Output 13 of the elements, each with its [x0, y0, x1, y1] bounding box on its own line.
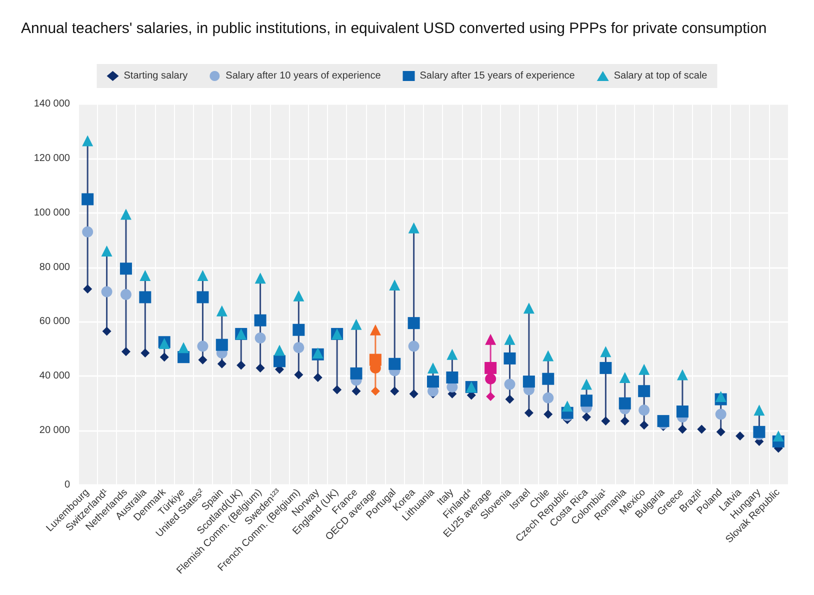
chart-title: Annual teachers' salaries, in public institutions, in equivalent USD converted using PPPs for private consumption — [21, 20, 767, 37]
legend-label: Starting salary — [124, 70, 188, 82]
legend-label: Salary after 10 years of experience — [226, 70, 382, 82]
y-tick-label: 20 000 — [39, 425, 70, 436]
y-tick-label: 100 000 — [34, 207, 70, 218]
y-tick-label: 80 000 — [39, 262, 70, 273]
y-tick-label: 0 — [64, 480, 70, 490]
y-tick-label: 140 000 — [34, 98, 70, 110]
y-tick-label: 40 000 — [39, 370, 70, 382]
y-tick-label: 120 000 — [34, 152, 70, 164]
legend-label: Salary at top of scale — [614, 70, 708, 82]
y-tick-label: 60 000 — [39, 316, 70, 328]
legend-label: Salary after 15 years of experience — [420, 70, 576, 82]
